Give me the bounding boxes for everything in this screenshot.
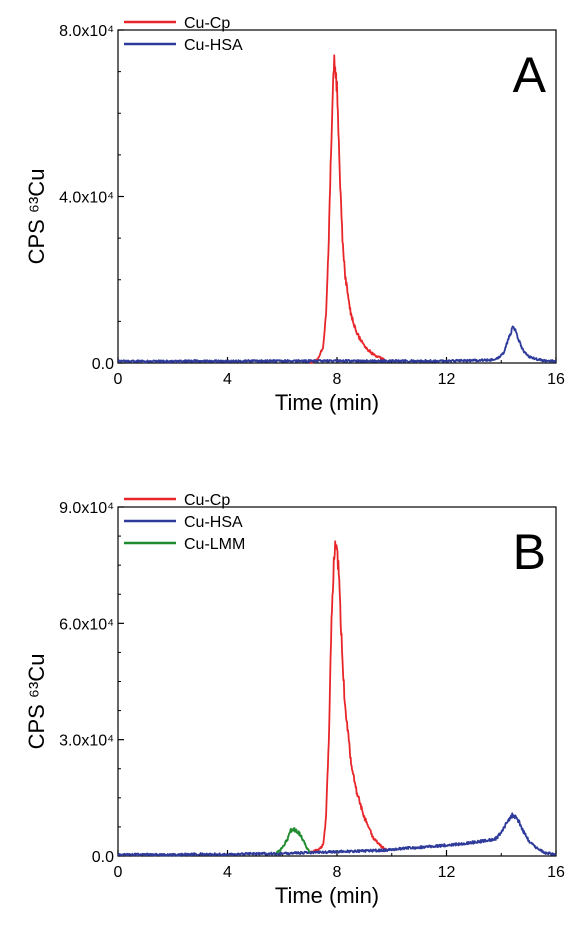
panel-a-y-tick-label: 0.0: [92, 356, 114, 373]
panel-a-legend-label-cu-cp: Cu-Cp: [184, 15, 230, 32]
panel-b-x-tick-label: 4: [223, 864, 232, 881]
panel-b-series-cu-hsa: [117, 812, 557, 857]
panel-a-x-tick-label: 4: [223, 371, 232, 388]
panel-b-y-tick-label: 9.0x10⁴: [59, 500, 114, 517]
panel-b-series-cu-cp: [309, 540, 388, 854]
panel-a-x-tick-label: 8: [333, 371, 342, 388]
panel-b-chart: 0 4 8 12 16 0.0 3.0x10⁴ 6.0x10⁴ 9.0x10⁴ Time (min…: [24, 492, 565, 908]
panel-b-series-cu-lmm: [275, 827, 311, 854]
panel-a-x-tick-label: 16: [547, 371, 565, 388]
panel-b-y-tick-label: 3.0x10⁴: [59, 733, 114, 750]
panel-b-x-tick-label: 0: [114, 864, 123, 881]
panel-b-x-tick-label: 16: [547, 864, 565, 881]
panel-b-x-tick-label: 8: [333, 864, 342, 881]
panel-a-y-axis-title: CPS ⁶³Cu: [24, 169, 49, 265]
panel-b-y-axis-title: CPS ⁶³Cu: [24, 654, 49, 750]
panel-a-x-tick-label: 0: [114, 371, 123, 388]
panel-b-y-tick-label: 0.0: [92, 849, 114, 866]
panel-a-x-tick-label: 12: [438, 371, 456, 388]
panel-b-legend-label-cu-cp: Cu-Cp: [184, 492, 230, 509]
panel-b-legend-label-cu-lmm: Cu-LMM: [184, 536, 245, 553]
panel-b-legend-label-cu-hsa: Cu-HSA: [184, 514, 243, 531]
panel-b-panel-letter: B: [513, 524, 546, 580]
panel-a-series-cu-hsa: [117, 325, 557, 364]
panel-a-y-tick-label: 4.0x10⁴: [59, 190, 114, 207]
panel-a-legend-label-cu-hsa: Cu-HSA: [184, 37, 243, 54]
panel-b-x-tick-label: 12: [438, 864, 456, 881]
panel-a-panel-letter: A: [513, 47, 547, 103]
panel-a-x-axis-title: Time (min): [275, 390, 379, 415]
panel-a-y-tick-label: 8.0x10⁴: [59, 23, 114, 40]
panel-a-series-cu-cp: [308, 54, 387, 364]
panel-a-chart: 0 4 8 12 16 0.0 4.0x10⁴ 8.0x10⁴ Time (min) CPS ⁶³…: [24, 15, 565, 415]
panel-b-x-axis-title: Time (min): [275, 883, 379, 908]
panel-b-y-tick-label: 6.0x10⁴: [59, 616, 114, 633]
